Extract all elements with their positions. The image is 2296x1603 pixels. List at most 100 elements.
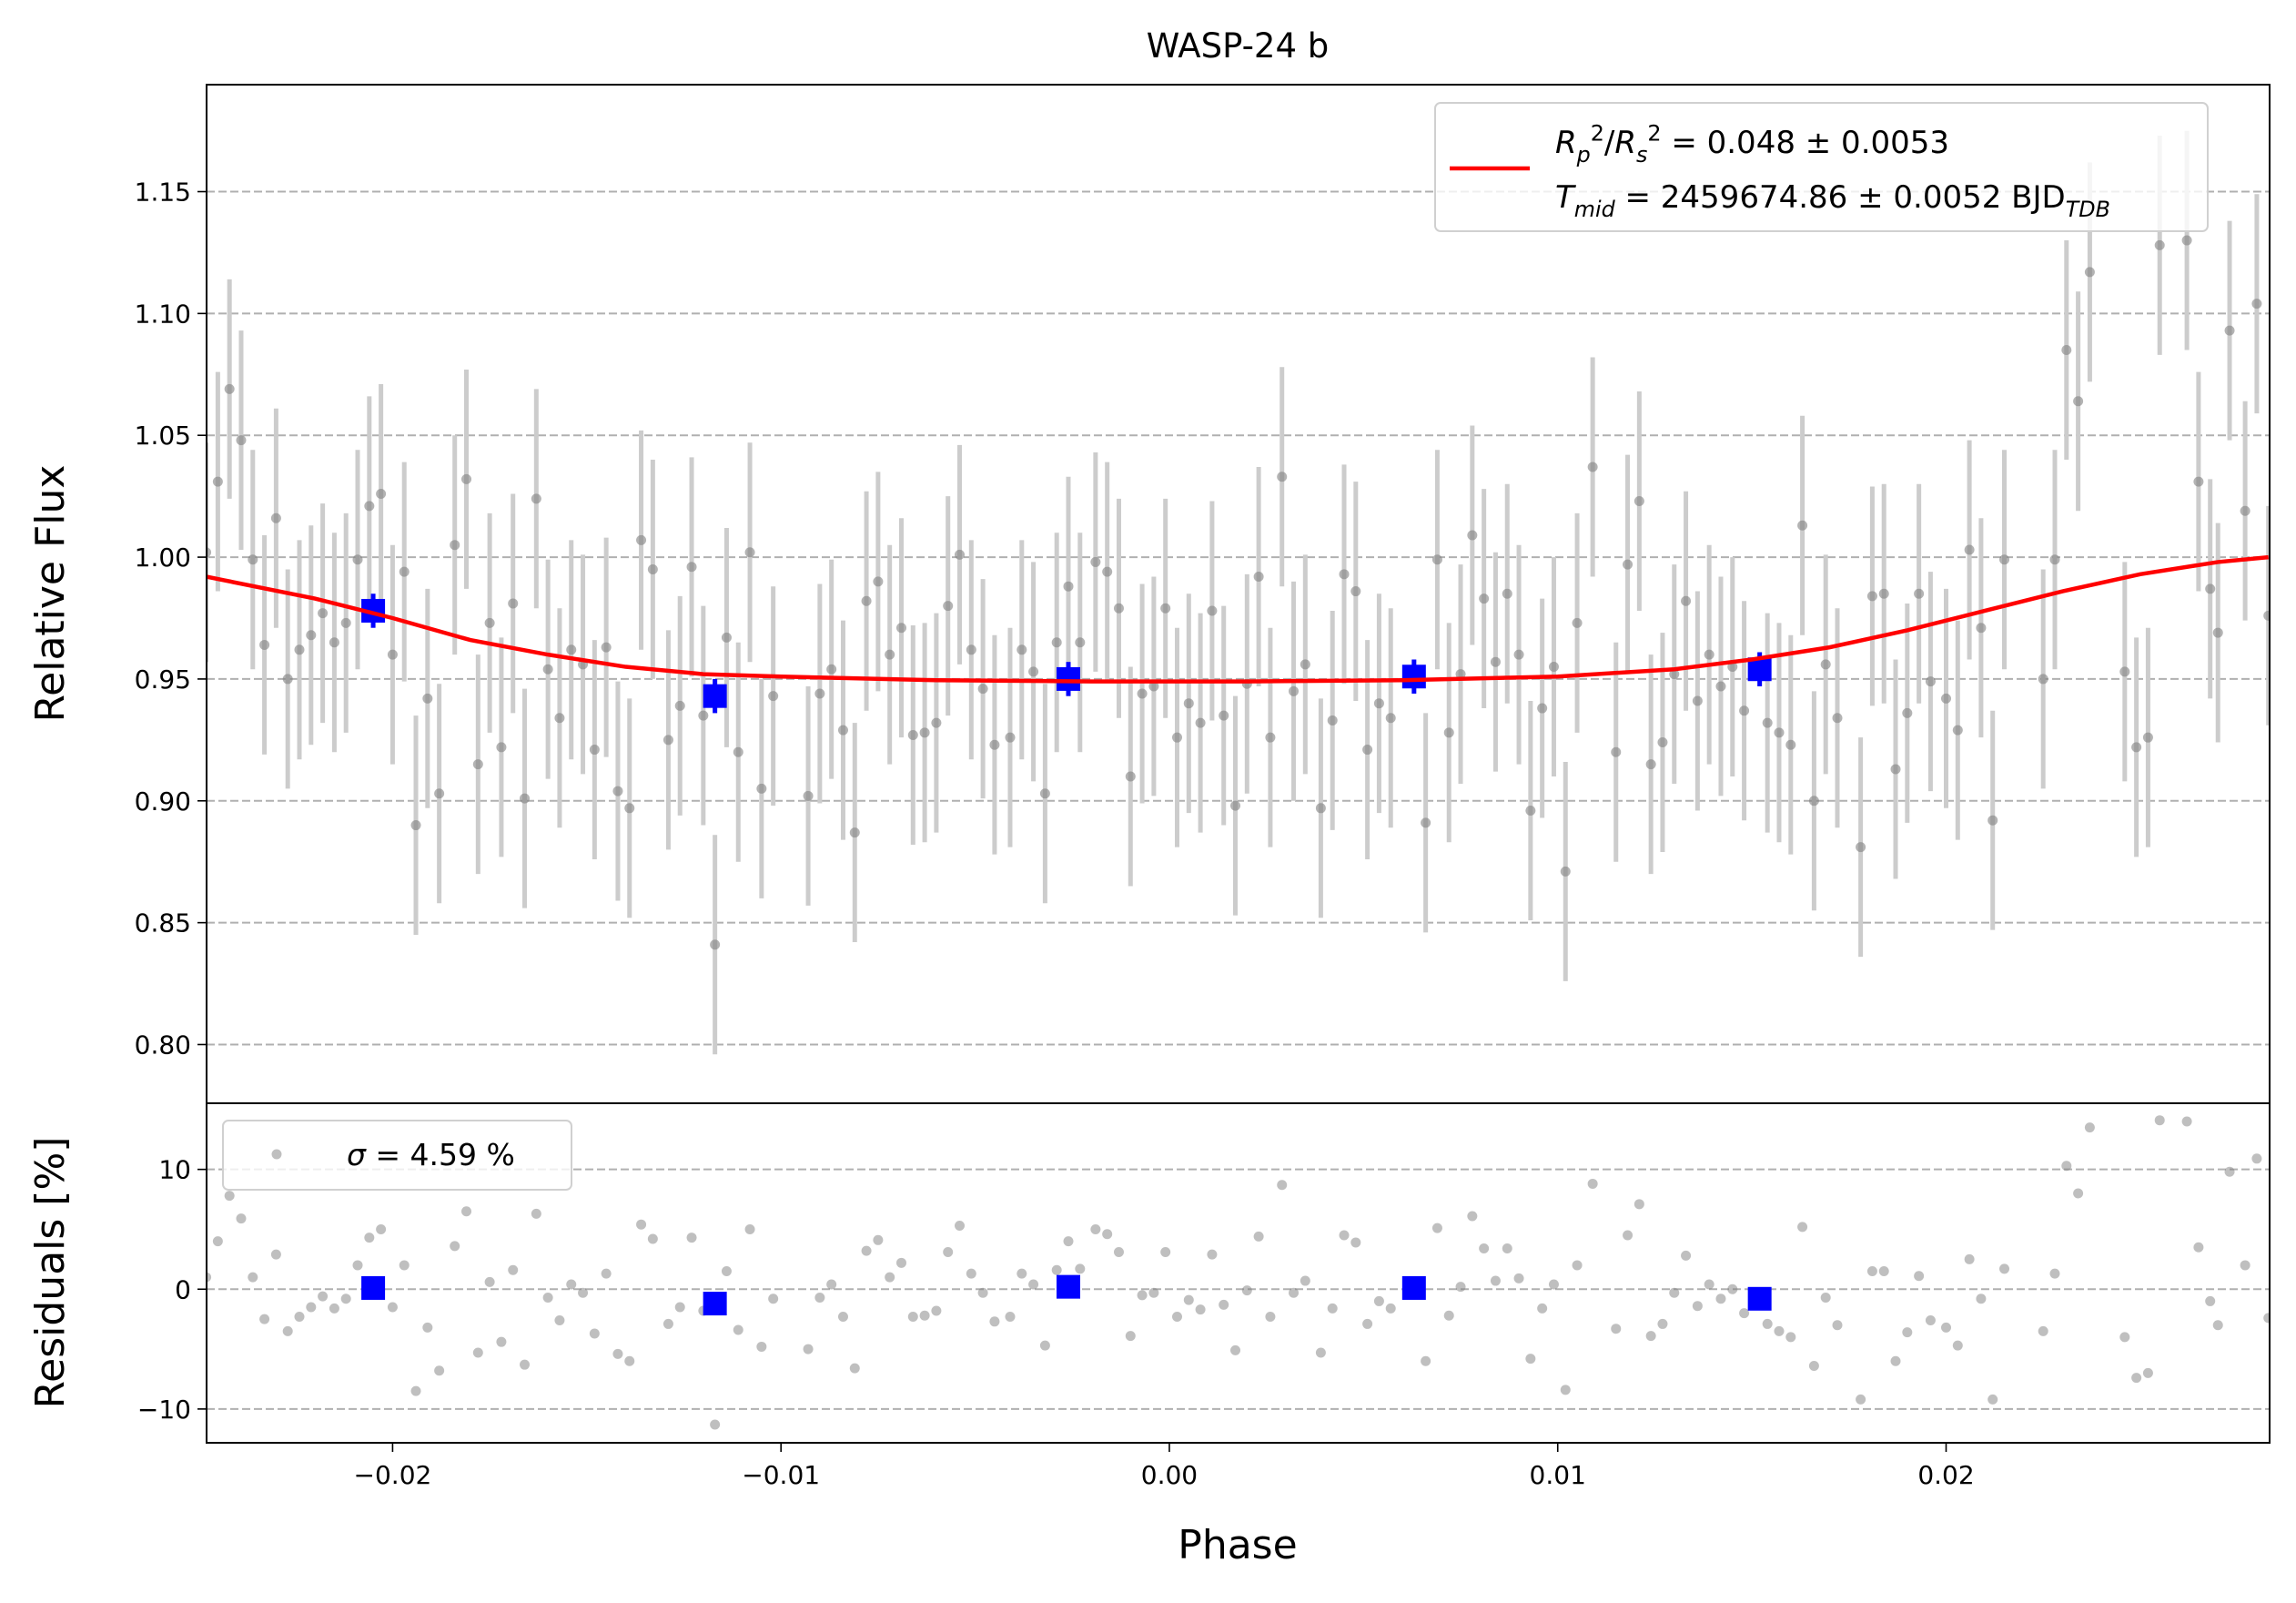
data-point	[496, 742, 507, 753]
legend-text: p	[1576, 142, 1591, 167]
residual-point	[1171, 1312, 1182, 1323]
residual-point	[340, 1294, 351, 1304]
legend-box	[222, 1120, 572, 1191]
residual-point	[1277, 1180, 1288, 1191]
residual-point	[1832, 1320, 1843, 1331]
residual-point	[1785, 1332, 1796, 1343]
residual-point	[1039, 1340, 1050, 1351]
data-point	[756, 783, 767, 794]
residual-point	[636, 1219, 647, 1230]
residual-point	[1160, 1246, 1171, 1257]
residual-point	[1421, 1355, 1431, 1366]
residual-point	[1820, 1292, 1831, 1303]
y-axis-label: Residuals [%]	[27, 1137, 74, 1409]
residual-point	[2073, 1188, 2084, 1199]
residual-point	[1490, 1275, 1501, 1286]
residual-point	[744, 1223, 755, 1234]
data-point	[364, 501, 375, 512]
data-point	[566, 644, 577, 655]
data-point	[207, 547, 212, 558]
data-point	[387, 649, 398, 660]
data-point	[733, 746, 743, 757]
data-point	[306, 630, 317, 641]
residual-point	[589, 1328, 600, 1339]
residual-point	[1230, 1344, 1241, 1355]
residual-point	[1808, 1361, 1819, 1372]
residual-point	[1102, 1229, 1113, 1240]
data-point	[1941, 693, 1952, 704]
y-tick-label: 0	[175, 1274, 191, 1304]
data-point	[1976, 623, 1987, 634]
legend-text: 2	[1647, 120, 1661, 146]
data-point	[1017, 644, 1027, 655]
binned-residual	[361, 1275, 386, 1300]
residual-point	[1051, 1264, 1062, 1275]
data-point	[340, 617, 351, 628]
residual-point	[1327, 1303, 1338, 1314]
binned-point	[703, 684, 727, 708]
residual-point	[1241, 1285, 1252, 1296]
data-point	[907, 730, 918, 741]
data-point	[837, 725, 848, 736]
legend-text: = 4.59 %	[366, 1137, 515, 1172]
residual-point	[508, 1264, 519, 1275]
data-point	[461, 473, 472, 484]
residual-point	[387, 1302, 398, 1313]
data-point	[2181, 235, 2192, 246]
data-point	[1195, 717, 1206, 728]
data-point	[1455, 669, 1466, 680]
data-point	[520, 793, 531, 804]
data-point	[931, 717, 942, 728]
data-point	[1611, 746, 1622, 757]
residual-point	[1525, 1354, 1536, 1365]
data-point	[1339, 569, 1350, 580]
residual-point	[837, 1312, 848, 1323]
data-point	[624, 803, 635, 814]
residual-point	[329, 1303, 339, 1314]
data-point	[1902, 707, 1913, 718]
residual-point	[1005, 1312, 1016, 1323]
residual-point	[1988, 1394, 1998, 1405]
data-point	[318, 608, 329, 619]
y-tick-label: 0.85	[135, 908, 191, 938]
residual-point	[710, 1419, 721, 1430]
residual-point	[943, 1246, 954, 1257]
residual-point	[520, 1359, 531, 1370]
data-point	[1537, 703, 1548, 714]
residual-point	[814, 1292, 825, 1303]
data-point	[1669, 669, 1680, 680]
data-point	[410, 820, 421, 831]
residual-point	[647, 1233, 658, 1244]
data-point	[270, 512, 281, 523]
data-point	[2119, 666, 2130, 677]
y-axis-label: Relative Flux	[27, 465, 74, 723]
data-point	[943, 601, 954, 612]
residual-point	[1611, 1324, 1622, 1334]
residual-point	[542, 1292, 553, 1303]
residual-point	[612, 1348, 623, 1359]
data-point	[1063, 581, 1074, 592]
residual-point	[1207, 1249, 1218, 1260]
residual-point	[989, 1316, 1000, 1327]
data-point	[484, 617, 495, 628]
data-point	[2263, 610, 2270, 621]
x-axis-label: Phase	[1178, 1522, 1297, 1568]
data-point	[1171, 732, 1182, 743]
data-point	[434, 788, 445, 799]
data-point	[1999, 554, 2010, 565]
data-point	[1385, 713, 1396, 724]
x-tick-label: 0.02	[1917, 1460, 1974, 1490]
data-point	[212, 476, 223, 487]
legend-label: σ = 4.59 %	[347, 1137, 515, 1172]
residual-point	[2038, 1325, 2048, 1336]
data-point	[1362, 745, 1373, 756]
residual-point	[663, 1318, 673, 1329]
data-point	[1183, 698, 1194, 709]
data-point	[977, 684, 988, 695]
data-point	[236, 435, 247, 446]
residual-point	[1063, 1236, 1074, 1247]
data-point	[612, 786, 623, 796]
data-point	[1253, 571, 1264, 582]
legend-label: Rp2/Rs2 = 0.048 ± 0.0053	[1555, 120, 1949, 167]
legend-text: s	[1636, 142, 1647, 167]
